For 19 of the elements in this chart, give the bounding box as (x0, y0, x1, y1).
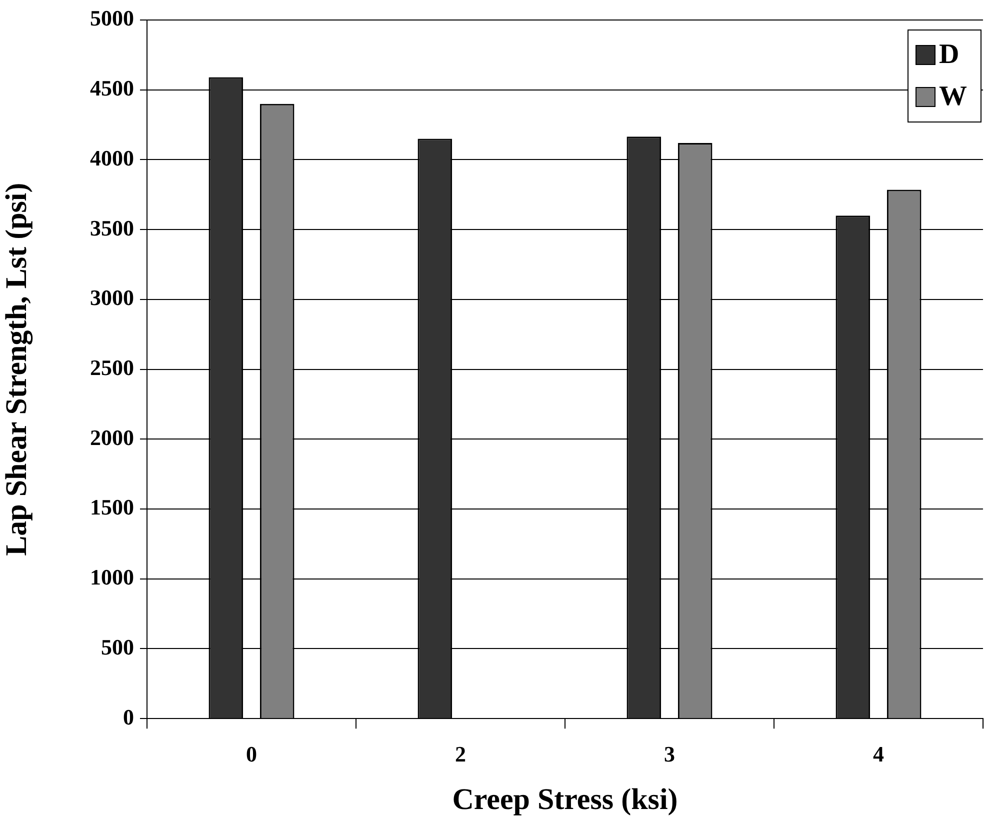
y-tick-label: 5000 (90, 6, 134, 31)
x-tick-label: 4 (873, 741, 884, 766)
y-tick-label: 3500 (90, 215, 134, 240)
x-tick-label: 3 (664, 741, 675, 766)
legend-label: D (939, 39, 960, 70)
y-tick-label: 3000 (90, 285, 134, 310)
y-tick-label: 1000 (90, 564, 134, 590)
y-tick-label: 2500 (90, 354, 134, 380)
y-tick-label: 2000 (90, 424, 134, 450)
y-tick-label: 4000 (90, 145, 134, 170)
y-tick-label: 0 (123, 704, 134, 730)
legend-label: W (939, 81, 967, 112)
y-tick-label: 4500 (90, 76, 134, 101)
x-tick-label: 0 (246, 741, 257, 766)
x-tick-label: 2 (455, 741, 466, 766)
y-tick-label: 1500 (90, 494, 134, 520)
y-axis-title: Lap Shear Strength, Lst (psi) (0, 182, 33, 556)
x-axis-title: Creep Stress (ksi) (452, 782, 678, 816)
y-tick-label: 500 (101, 634, 134, 660)
